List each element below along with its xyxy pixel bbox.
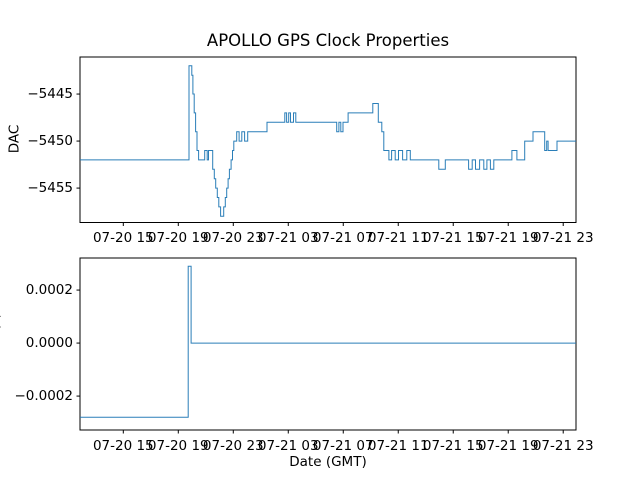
x-tick-label: 07-20 19 xyxy=(147,230,209,246)
chart-title: APOLLO GPS Clock Properties xyxy=(206,31,450,50)
y-tick-label: −5445 xyxy=(27,85,73,102)
x-tick-label: 07-21 03 xyxy=(257,230,319,246)
x-tick-label: 07-20 15 xyxy=(92,437,154,454)
x-tick-label: 07-21 07 xyxy=(312,437,374,454)
x-tick-label: 07-21 15 xyxy=(422,437,484,454)
x-tick-label: 07-20 15 xyxy=(92,230,154,246)
y-tick-label: 0.0000 xyxy=(25,334,73,351)
x-tick-label: 07-20 19 xyxy=(147,437,209,454)
y-tick-label: −5450 xyxy=(27,132,73,149)
x-tick-label: 07-21 11 xyxy=(367,230,429,246)
x-tick-label: 07-21 19 xyxy=(477,230,539,246)
x-tick-label: 07-21 19 xyxy=(477,437,539,454)
x-tick-label: 07-21 15 xyxy=(422,230,484,246)
y-tick-label: −5455 xyxy=(27,179,73,196)
axes-spines-phase-subplot xyxy=(79,257,577,431)
axes-spines-dac-subplot xyxy=(79,56,577,223)
x-tick-label: 07-21 03 xyxy=(257,437,319,454)
data-line-phase xyxy=(80,265,576,418)
x-tick-label: 07-20 23 xyxy=(202,230,264,246)
y-tick-label: 0.0002 xyxy=(25,281,73,298)
x-tick-label: 07-21 07 xyxy=(312,230,374,246)
x-tick-label: 07-21 23 xyxy=(532,437,594,454)
data-line-dac xyxy=(80,65,576,217)
x-tick-label: 07-21 11 xyxy=(367,437,429,454)
x-tick-label: 07-21 23 xyxy=(532,230,594,246)
y-tick-label: −0.0002 xyxy=(14,387,73,404)
x-axis-label: Date (GMT) xyxy=(289,454,367,470)
x-tick-label: 07-20 23 xyxy=(202,437,264,454)
